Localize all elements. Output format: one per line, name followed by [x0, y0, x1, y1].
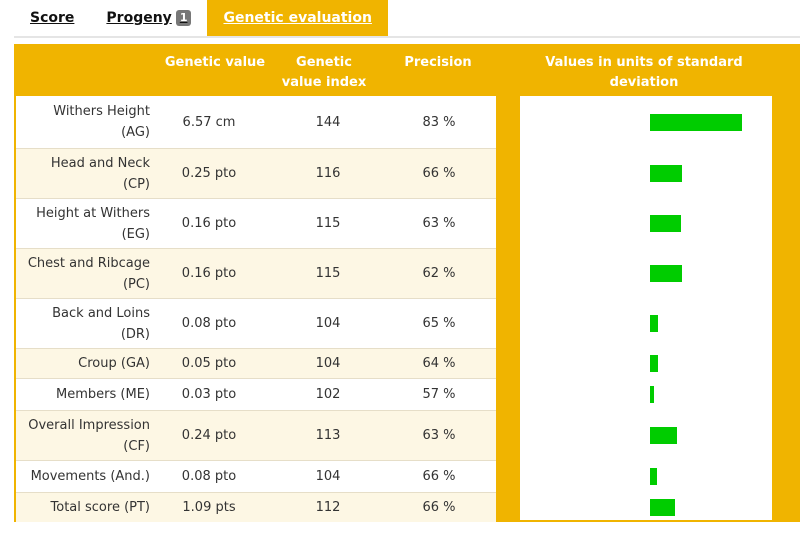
genetic-value-cell: 0.25 pto [181, 166, 237, 181]
table-row: Overall Impression (CF) 0.24 pto 113 63 % [16, 410, 496, 460]
sd-bar [650, 265, 682, 282]
sd-bar [650, 114, 742, 131]
trait-code: (CP) [122, 176, 150, 192]
trait-code: (DR) [120, 326, 150, 342]
precision-cell: 66 % [422, 166, 456, 181]
trait-name: Head and Neck (CP) [16, 149, 150, 198]
genetic-value-cell: 0.16 pto [181, 266, 237, 281]
header-precision: Precision [404, 55, 472, 70]
trait-code: (CF) [123, 438, 150, 454]
trait-name-line1: Movements (And.) [30, 469, 150, 484]
table-row: Chest and Ribcage (PC) 0.16 pto 115 62 % [16, 248, 496, 298]
sd-bar [650, 215, 681, 232]
precision-cell: 83 % [422, 114, 456, 130]
trait-name: Croup (GA) [16, 349, 150, 378]
genetic-value-cell: 1.09 pts [182, 500, 236, 515]
trait-name: Chest and Ribcage (PC) [16, 249, 150, 298]
table-row: Croup (GA) 0.05 pto 104 64 % [16, 348, 496, 378]
header-sd-values: Values in units of standard deviation [545, 55, 743, 90]
genetic-value-index-cell: 102 [315, 387, 341, 402]
genetic-value-cell: 0.16 pto [181, 216, 237, 231]
trait-name: Movements (And.) [16, 461, 150, 492]
genetic-value-index-cell: 104 [315, 469, 341, 484]
trait-name-line1: Back and Loins [52, 305, 150, 321]
precision-cell: 66 % [422, 500, 456, 515]
precision-cell: 63 % [422, 216, 456, 231]
precision-cell: 65 % [422, 316, 456, 331]
genetic-value-index-cell: 112 [315, 500, 341, 515]
genetic-evaluation-panel: Genetic value Genetic value index Precis… [14, 44, 800, 522]
trait-name-line1: Total score (PT) [50, 500, 150, 515]
table-row: Withers Height (AG) 6.57 cm 144 83 % [16, 96, 496, 148]
header-genetic-value-index: Genetic value index [281, 55, 367, 90]
sd-bar [650, 315, 658, 332]
genetic-value-index-cell: 104 [315, 316, 341, 331]
genetic-value-cell: 0.08 pto [181, 469, 237, 484]
trait-code: (EG) [121, 226, 150, 242]
table-row: Height at Withers (EG) 0.16 pto 115 63 % [16, 198, 496, 248]
sd-bar [650, 386, 654, 403]
tab-progeny-label: Progeny [106, 10, 172, 26]
genetic-value-cell: 0.08 pto [181, 316, 237, 331]
sd-bar [650, 427, 677, 444]
genetic-value-index-cell: 115 [315, 266, 341, 281]
trait-name: Height at Withers (EG) [16, 199, 150, 248]
genetic-value-index-cell: 113 [315, 428, 341, 443]
trait-name: Members (ME) [16, 379, 150, 410]
trait-name-line1: Overall Impression [28, 417, 150, 433]
table-row: Head and Neck (CP) 0.25 pto 116 66 % [16, 148, 496, 198]
genetic-value-index-cell: 116 [315, 166, 341, 181]
trait-name: Total score (PT) [16, 493, 150, 522]
genetic-value-cell: 0.05 pto [181, 356, 237, 371]
trait-code: (PC) [122, 276, 150, 292]
genetic-value-index-cell: 115 [315, 216, 341, 231]
table-row: Back and Loins (DR) 0.08 pto 104 65 % [16, 298, 496, 348]
tab-bar: Score Progeny 1 Genetic evaluation [14, 0, 388, 36]
table-row: Members (ME) 0.03 pto 102 57 % [16, 378, 496, 410]
tab-genetic-evaluation[interactable]: Genetic evaluation [207, 0, 388, 36]
trait-name: Back and Loins (DR) [16, 299, 150, 348]
trait-name: Overall Impression (CF) [16, 411, 150, 460]
genetic-value-index-cell: 104 [315, 356, 341, 371]
evaluation-table: Withers Height (AG) 6.57 cm 144 83 % Head and… [16, 96, 496, 522]
sd-bar [650, 468, 657, 485]
sd-bar [650, 499, 675, 516]
genetic-value-cell: 0.24 pto [181, 428, 237, 443]
trait-name-line1: Croup (GA) [78, 356, 150, 371]
trait-name: Withers Height (AG) [16, 96, 150, 148]
precision-cell: 62 % [422, 266, 456, 281]
trait-name-line1: Height at Withers [36, 205, 150, 221]
precision-cell: 64 % [422, 356, 456, 371]
genetic-value-cell: 0.03 pto [181, 387, 237, 402]
table-row: Total score (PT) 1.09 pts 112 66 % [16, 492, 496, 522]
sd-bar-column [520, 96, 772, 520]
trait-name-line1: Withers Height [53, 104, 150, 119]
tab-genetic-evaluation-label: Genetic evaluation [223, 10, 372, 26]
genetic-value-index-cell: 144 [315, 114, 341, 130]
trait-name-line1: Members (ME) [56, 387, 150, 402]
trait-code: (AG) [121, 125, 150, 140]
trait-name-line1: Chest and Ribcage [27, 255, 150, 271]
trait-name-line1: Head and Neck [50, 155, 150, 171]
precision-cell: 63 % [422, 428, 456, 443]
header-genetic-value: Genetic value [164, 55, 266, 70]
tab-progeny[interactable]: Progeny 1 [90, 0, 207, 36]
progeny-count-badge: 1 [175, 10, 192, 26]
precision-cell: 66 % [422, 469, 456, 484]
table-row: Movements (And.) 0.08 pto 104 66 % [16, 460, 496, 492]
tab-divider [14, 36, 800, 38]
tab-score-label: Score [30, 10, 75, 26]
sd-bar [650, 165, 682, 182]
genetic-value-cell: 6.57 cm [182, 114, 236, 130]
sd-bar [650, 355, 658, 372]
tab-score[interactable]: Score [14, 0, 90, 36]
precision-cell: 57 % [422, 387, 456, 402]
